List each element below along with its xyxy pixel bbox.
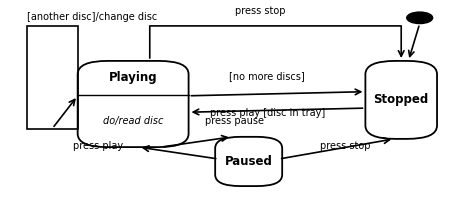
Text: press play: press play [73,141,124,151]
FancyBboxPatch shape [215,137,282,186]
Text: press play [disc in tray]: press play [disc in tray] [210,108,325,118]
FancyBboxPatch shape [365,61,437,139]
Text: Paused: Paused [225,155,272,168]
Text: [no more discs]: [no more discs] [229,71,305,81]
Text: [another disc]/change disc: [another disc]/change disc [27,12,157,22]
Text: do/read disc: do/read disc [103,116,163,126]
Circle shape [407,12,432,24]
Text: Playing: Playing [109,71,158,84]
Text: press pause: press pause [205,116,264,126]
Text: press stop: press stop [320,141,371,151]
FancyBboxPatch shape [78,61,189,147]
Text: press stop: press stop [235,6,286,16]
Bar [27,26,78,129]
Text: Stopped: Stopped [373,93,429,106]
